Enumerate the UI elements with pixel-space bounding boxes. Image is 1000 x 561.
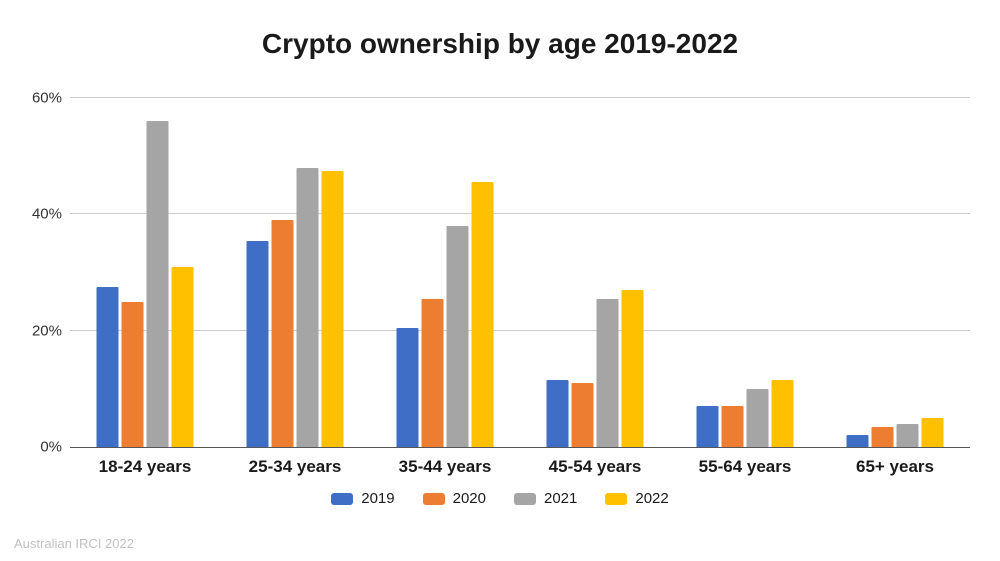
bar: [722, 406, 744, 447]
bar: [547, 380, 569, 447]
bar: [97, 287, 119, 447]
bar: [397, 328, 419, 447]
bar: [472, 182, 494, 447]
legend-item: 2022: [605, 490, 668, 507]
bar: [447, 226, 469, 447]
x-tick-label: 18-24 years: [99, 457, 192, 477]
plot: 0%20%40%60% 18-24 years25-34 years35-44 …: [70, 98, 970, 448]
y-tick-label: 60%: [32, 90, 62, 107]
bar-cluster: [397, 98, 494, 447]
chart-plot-area: 0%20%40%60% 18-24 years25-34 years35-44 …: [70, 98, 970, 448]
bar-cluster: [247, 98, 344, 447]
bar: [122, 302, 144, 447]
x-tick-label: 35-44 years: [399, 457, 492, 477]
bar: [847, 435, 869, 447]
source-attribution: Australian IRCI 2022: [14, 536, 134, 551]
legend-swatch: [514, 493, 536, 505]
x-tick-label: 55-64 years: [699, 457, 792, 477]
bar-cluster: [97, 98, 194, 447]
legend-label: 2020: [453, 490, 486, 507]
bar: [272, 220, 294, 447]
bar: [697, 406, 719, 447]
bar-group: 25-34 years: [220, 98, 370, 447]
legend-label: 2021: [544, 490, 577, 507]
bar: [297, 168, 319, 447]
y-tick-label: 0%: [40, 439, 62, 456]
legend-swatch: [331, 493, 353, 505]
x-tick-label: 65+ years: [856, 457, 934, 477]
bar: [772, 380, 794, 447]
bar: [922, 418, 944, 447]
legend-swatch: [423, 493, 445, 505]
x-tick-label: 25-34 years: [249, 457, 342, 477]
legend-swatch: [605, 493, 627, 505]
bar: [172, 267, 194, 447]
bar-group: 35-44 years: [370, 98, 520, 447]
y-tick-label: 40%: [32, 206, 62, 223]
bar: [247, 241, 269, 447]
bar: [147, 121, 169, 447]
bar-group: 65+ years: [820, 98, 970, 447]
bar: [322, 171, 344, 447]
x-tick-label: 45-54 years: [549, 457, 642, 477]
bar-group: 18-24 years: [70, 98, 220, 447]
legend-item: 2021: [514, 490, 577, 507]
y-tick-label: 20%: [32, 322, 62, 339]
bar-cluster: [847, 98, 944, 447]
chart-title: Crypto ownership by age 2019-2022: [0, 0, 1000, 78]
bar-groups: 18-24 years25-34 years35-44 years45-54 y…: [70, 98, 970, 447]
bar: [597, 299, 619, 447]
legend: 2019 2020 2021 2022: [0, 490, 1000, 507]
bar-group: 45-54 years: [520, 98, 670, 447]
legend-label: 2022: [635, 490, 668, 507]
legend-label: 2019: [361, 490, 394, 507]
bar: [872, 427, 894, 447]
bar: [572, 383, 594, 447]
bar: [747, 389, 769, 447]
bar: [897, 424, 919, 447]
bar-cluster: [697, 98, 794, 447]
bar: [622, 290, 644, 447]
bar: [422, 299, 444, 447]
legend-item: 2019: [331, 490, 394, 507]
legend-item: 2020: [423, 490, 486, 507]
bar-cluster: [547, 98, 644, 447]
bar-group: 55-64 years: [670, 98, 820, 447]
